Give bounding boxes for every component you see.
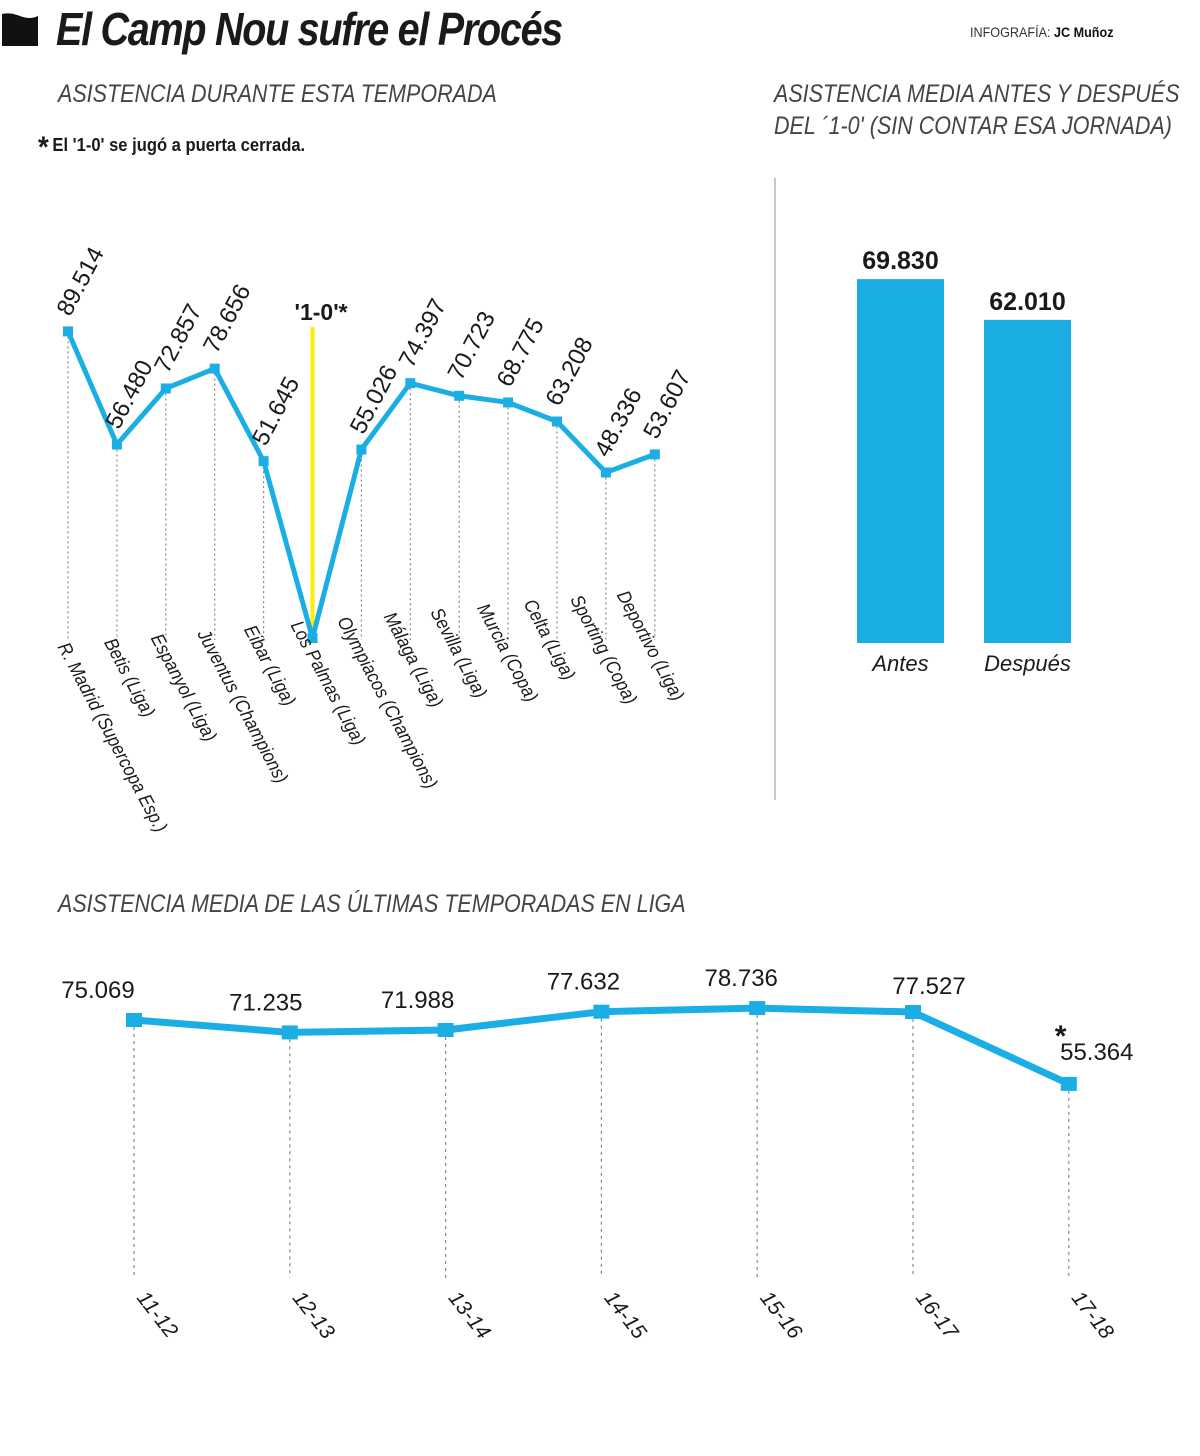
bar [984, 319, 1071, 643]
data-point [749, 1001, 766, 1016]
data-point [1060, 1076, 1077, 1091]
data-label: 71.988 [381, 987, 454, 1014]
note: * El '1-0' se jugó a puerta cerrada. [38, 125, 306, 164]
category-label: 12-13 [288, 1287, 339, 1344]
data-label: 55.364 [1060, 1039, 1133, 1066]
data-point [600, 467, 611, 478]
data-label: 78.736 [704, 965, 777, 992]
data-label: 75.069 [61, 977, 134, 1004]
note-text: El '1-0' se jugó a puerta cerrada. [52, 135, 306, 155]
section-divider [774, 178, 776, 800]
data-point [307, 633, 318, 643]
credit: INFOGRAFÍA: JC Muñoz [970, 24, 1114, 40]
data-point [552, 416, 562, 427]
annotation-star: * [1055, 1020, 1067, 1053]
chart2-title-line1: ASISTENCIA MEDIA ANTES Y DESPUÉS [774, 80, 1180, 108]
data-label: 77.632 [547, 969, 620, 996]
data-label: 71.235 [229, 989, 302, 1016]
credit-author: JC Muñoz [1054, 24, 1114, 40]
data-point [111, 439, 122, 450]
data-point [126, 1013, 142, 1027]
data-point [593, 1004, 610, 1019]
data-point [209, 363, 220, 374]
header-flag-icon [2, 13, 38, 46]
category-label: 14-15 [599, 1287, 650, 1344]
data-point [437, 1022, 454, 1037]
bar-category-label: Después [984, 651, 1071, 676]
data-point [281, 1025, 298, 1040]
data-point [405, 378, 416, 389]
category-label: 13-14 [444, 1287, 495, 1343]
data-point [905, 1005, 921, 1020]
category-label: 16-17 [911, 1287, 963, 1345]
bar-value-label: 62.010 [989, 288, 1065, 316]
data-point [503, 397, 514, 408]
data-point [356, 444, 367, 455]
data-point [454, 390, 465, 401]
zero-annotation: '1-0'* [295, 299, 348, 325]
data-point [63, 326, 73, 337]
category-label: 11-12 [132, 1287, 182, 1343]
bar [857, 279, 944, 643]
category-label: 17-18 [1067, 1287, 1118, 1344]
note-star: * [38, 131, 49, 164]
page-title: El Camp Nou sufre el Procés [56, 3, 563, 55]
data-point [160, 383, 171, 394]
data-point [649, 449, 660, 460]
category-label: 15-16 [755, 1287, 806, 1344]
bar-value-label: 69.830 [862, 247, 938, 275]
chart1-title: ASISTENCIA DURANTE ESTA TEMPORADA [58, 80, 497, 108]
data-point [258, 456, 269, 467]
chart3-title: ASISTENCIA MEDIA DE LAS ÚLTIMAS TEMPORAD… [58, 890, 686, 918]
bar-category-label: Antes [870, 651, 928, 676]
chart2-title-line2: DEL ´1-0' (SIN CONTAR ESA JORNADA) [774, 112, 1172, 140]
credit-label: INFOGRAFÍA: [970, 24, 1051, 40]
data-label: 77.527 [892, 973, 965, 1000]
